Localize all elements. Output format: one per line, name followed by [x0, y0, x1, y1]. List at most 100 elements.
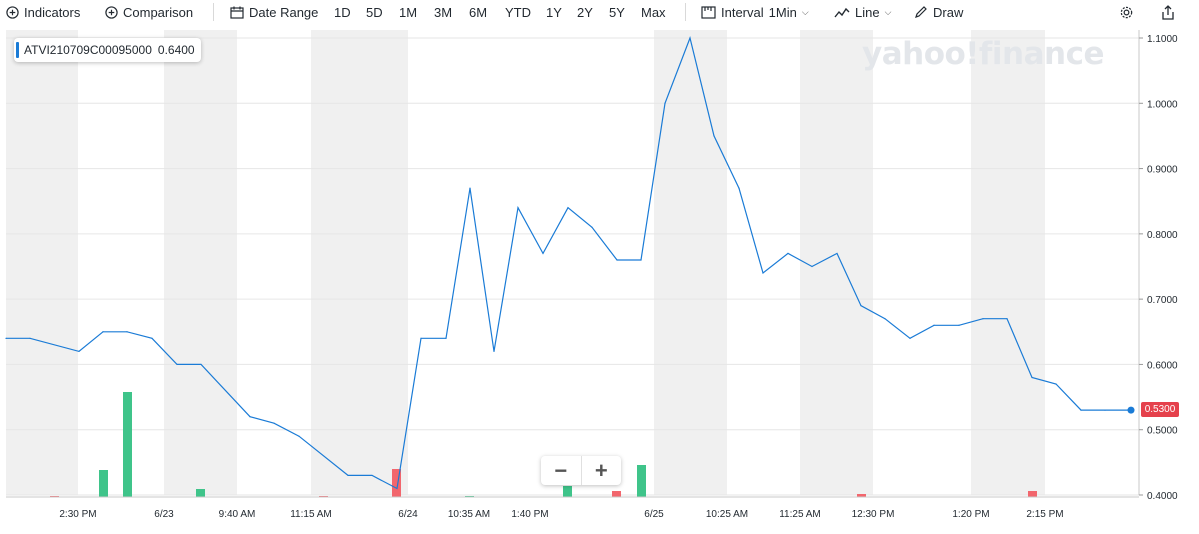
price-point	[1104, 409, 1106, 411]
legend-symbol: ATVI210709C00095000	[24, 43, 152, 57]
indicators-button[interactable]: Indicators	[6, 5, 80, 20]
price-point	[126, 331, 128, 333]
x-tick-label: 10:35 AM	[448, 509, 490, 520]
price-point	[1055, 383, 1057, 385]
price-series-line	[6, 35, 1130, 490]
x-tick-label: 11:15 AM	[290, 509, 332, 520]
volume-bar	[857, 494, 866, 497]
range-5d[interactable]: 5D	[366, 4, 383, 20]
price-point	[420, 337, 422, 339]
range-1d[interactable]: 1D	[334, 4, 351, 20]
legend-box[interactable]: ATVI210709C00095000 0.6400	[14, 38, 201, 62]
range-ytd[interactable]: YTD	[505, 4, 531, 20]
session-band	[800, 30, 873, 495]
price-point	[982, 318, 984, 320]
range-max[interactable]: Max	[641, 4, 666, 20]
price-point	[836, 252, 838, 255]
price-point	[884, 318, 886, 320]
zoom-out-button[interactable]: −	[554, 457, 568, 483]
range-1m[interactable]: 1M	[399, 4, 418, 20]
y-tick-label: 0.4000	[1147, 491, 1178, 502]
price-point	[347, 474, 349, 477]
x-tick-label: 6/23	[154, 509, 174, 520]
price-point	[1006, 318, 1008, 320]
price-point	[933, 324, 935, 326]
price-point	[713, 135, 715, 137]
price-point	[738, 187, 740, 189]
range-5y[interactable]: 5Y	[609, 4, 625, 20]
price-point	[787, 252, 789, 255]
x-tick-label: 1:20 PM	[952, 509, 989, 520]
price-point	[542, 252, 544, 255]
price-point	[689, 37, 691, 39]
interval-dropdown[interactable]: Interval 1Min ⌵	[701, 5, 809, 20]
range-6m[interactable]: 6M	[469, 4, 488, 20]
range-1y[interactable]: 1Y	[546, 4, 562, 20]
volume-bar	[637, 465, 646, 497]
date-range-button[interactable]: Date Range	[230, 5, 318, 20]
price-point	[517, 207, 519, 209]
session-band	[164, 30, 237, 495]
calendar-icon	[230, 6, 244, 19]
price-point	[640, 259, 642, 261]
range-2y[interactable]: 2Y	[577, 4, 593, 20]
chart-type-dropdown[interactable]: Line ⌵	[834, 5, 891, 20]
price-point	[1080, 409, 1082, 411]
x-tick-label: 9:40 AM	[219, 509, 256, 520]
price-point	[567, 207, 569, 209]
volume-bar	[1028, 491, 1037, 497]
share-icon	[1162, 4, 1174, 20]
price-point	[176, 363, 178, 366]
price-point	[102, 331, 104, 333]
chart-toolbar: Indicators Comparison Date Range 1D 5D 1…	[0, 0, 1199, 24]
range-3m[interactable]: 3M	[434, 4, 453, 20]
comparison-button[interactable]: Comparison	[105, 5, 193, 20]
price-point	[5, 337, 7, 339]
session-band	[311, 30, 408, 495]
draw-label: Draw	[933, 4, 964, 20]
volume-bar	[196, 489, 205, 497]
volume-bar	[99, 470, 108, 497]
interval-label: Interval	[721, 4, 764, 20]
session-band	[654, 30, 727, 495]
session-band	[6, 30, 78, 495]
x-tick-label: 11:25 AM	[779, 509, 821, 520]
volume-bar	[392, 469, 401, 497]
last-price-dot	[1127, 406, 1135, 414]
y-tick-label: 1.1000	[1147, 34, 1178, 45]
indicators-label: Indicators	[24, 4, 81, 20]
draw-button[interactable]: Draw	[914, 5, 963, 20]
price-point	[616, 259, 618, 261]
price-point	[78, 350, 80, 352]
y-tick-label: 0.8000	[1147, 230, 1178, 241]
last-price-label: 0.5300	[1141, 402, 1179, 417]
volume-bar	[123, 392, 132, 497]
interval-value: 1Min	[768, 4, 797, 20]
line-chart-icon	[834, 7, 850, 18]
price-point	[298, 435, 300, 437]
toolbar-divider	[213, 3, 214, 21]
price-point	[762, 272, 764, 274]
price-point	[958, 324, 960, 326]
price-point	[1031, 376, 1033, 379]
price-point	[591, 226, 593, 228]
price-point	[664, 102, 666, 104]
chart-type-label: Line	[855, 4, 880, 20]
price-point	[860, 305, 862, 307]
chevron-down-icon: ⌵	[884, 6, 892, 17]
x-tick-label: 6/24	[398, 509, 418, 520]
y-tick-label: 0.5000	[1147, 426, 1178, 437]
price-point	[249, 416, 251, 418]
y-tick-label: 0.7000	[1147, 295, 1178, 306]
share-button[interactable]	[1161, 4, 1175, 20]
legend-value: 0.6400	[157, 43, 195, 57]
price-point	[273, 422, 275, 424]
settings-button[interactable]	[1119, 5, 1134, 20]
volume-bar	[563, 486, 572, 497]
pencil-icon	[915, 6, 927, 18]
yahoo-finance-watermark: yahoo!finance	[862, 36, 1105, 72]
price-point	[469, 187, 471, 189]
volume-bar	[612, 491, 621, 497]
zoom-in-button[interactable]: +	[580, 456, 622, 485]
